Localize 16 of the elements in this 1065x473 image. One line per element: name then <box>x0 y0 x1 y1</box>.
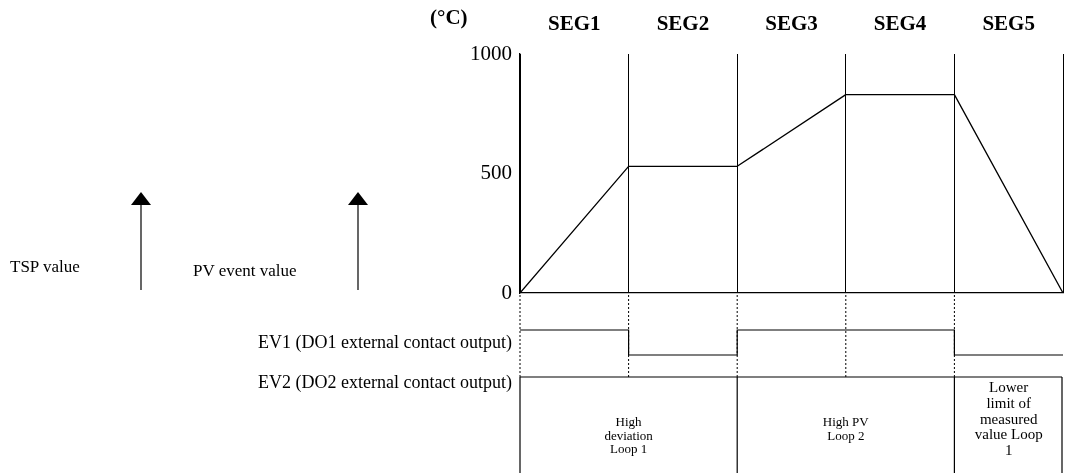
text: High PV Loop 2 <box>821 414 870 443</box>
y-axis-title: (°C) <box>430 5 468 29</box>
text: SEG3 <box>764 11 819 35</box>
text: SEG4 <box>872 11 928 35</box>
y-tick-label: 500 <box>480 160 512 185</box>
text: High deviation Loop 1 <box>603 414 654 457</box>
text: TSP value <box>10 257 80 276</box>
text: EV2 (DO2 external contact output) <box>258 372 512 392</box>
text: SEG2 <box>655 11 711 35</box>
text: SEG1 <box>547 11 602 35</box>
y-tick-label: 0 <box>501 279 512 304</box>
y-tick-label: 1000 <box>470 40 512 65</box>
text: EV1 (DO1 external contact output) <box>258 332 512 352</box>
text: SEG5 <box>981 11 1036 35</box>
text: PV event value <box>193 261 297 280</box>
text: Lower limit of measured value Loop 1 <box>973 379 1044 459</box>
